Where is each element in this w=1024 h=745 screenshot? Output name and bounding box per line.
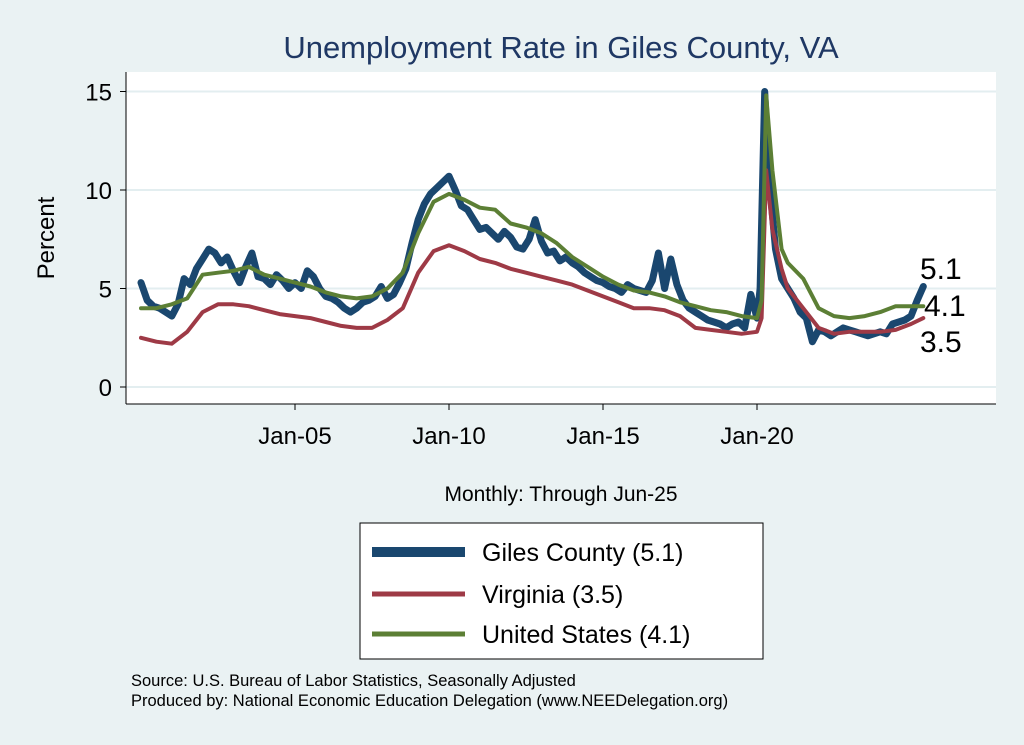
y-tick-label: 0 [99,375,112,402]
legend-label-2: United States (4.1) [482,621,690,649]
x-tick-label: Jan-05 [258,423,331,450]
end-labels: 5.1 3.54.1 [920,253,966,359]
x-tick-label: Jan-20 [720,423,793,450]
y-tick-label: 15 [85,80,112,107]
chart-title: Unemployment Rate in Giles County, VA [283,30,839,65]
legend-label-0: Giles County (5.1) [482,539,683,567]
footer: Source: U.S. Bureau of Labor Statistics,… [131,671,728,711]
gridlines [126,90,996,388]
plot-area [126,72,996,404]
end-label-2: 4.1 [924,290,966,323]
y-axis-title: Percent [33,196,60,279]
series-line-1 [139,168,926,346]
source-note: Source: U.S. Bureau of Labor Statistics,… [131,672,576,690]
x-tick-label: Jan-15 [566,423,639,450]
producer-note: Produced by: National Economic Education… [131,692,729,710]
end-label-1: 3.5 [920,326,962,359]
x-tick-label: Jan-10 [412,423,485,450]
y-tick-label: 5 [99,277,112,304]
end-label-0: 5.1 [920,253,962,286]
x-ticks: Jan-05 Jan-10 Jan-15 Jan-20 [258,404,794,450]
series-line-2 [139,93,926,321]
y-ticks: 0 5 10 15 [85,80,126,402]
legend-label-1: Virginia (3.5) [482,581,623,609]
y-tick-label: 10 [85,178,112,205]
x-axis-title: Monthly: Through Jun-25 [444,483,677,506]
series-lines [137,88,927,346]
legend: Giles County (5.1) Virginia (3.5) United S… [372,539,690,649]
